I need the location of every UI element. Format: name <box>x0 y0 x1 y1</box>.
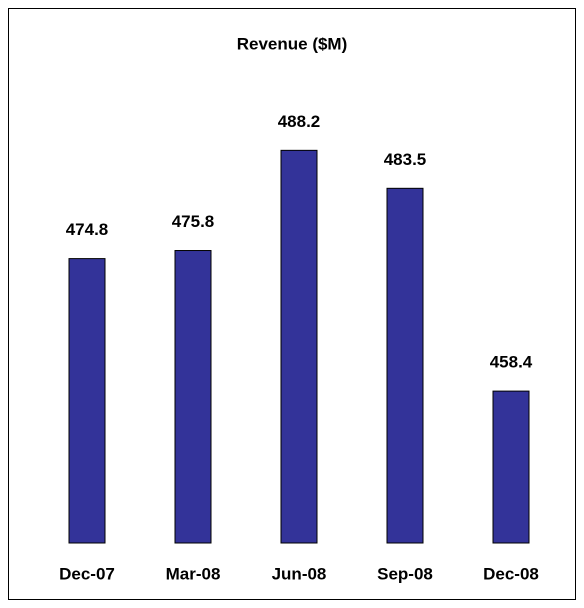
data-label: 488.2 <box>278 112 321 131</box>
chart-title: Revenue ($M) <box>237 34 348 53</box>
data-label: 474.8 <box>66 220 109 239</box>
x-tick-label: Sep-08 <box>377 564 433 583</box>
data-label: 483.5 <box>384 150 427 169</box>
x-tick-label: Mar-08 <box>166 564 221 583</box>
x-tick-label: Dec-07 <box>59 564 115 583</box>
bar <box>492 390 530 544</box>
data-label: 475.8 <box>172 212 215 231</box>
x-tick-label: Dec-08 <box>483 564 539 583</box>
x-tick-label: Jun-08 <box>272 564 327 583</box>
bar <box>174 250 212 544</box>
bar <box>68 258 106 544</box>
bar <box>386 187 424 544</box>
bar <box>280 149 318 544</box>
data-label: 458.4 <box>490 353 533 372</box>
